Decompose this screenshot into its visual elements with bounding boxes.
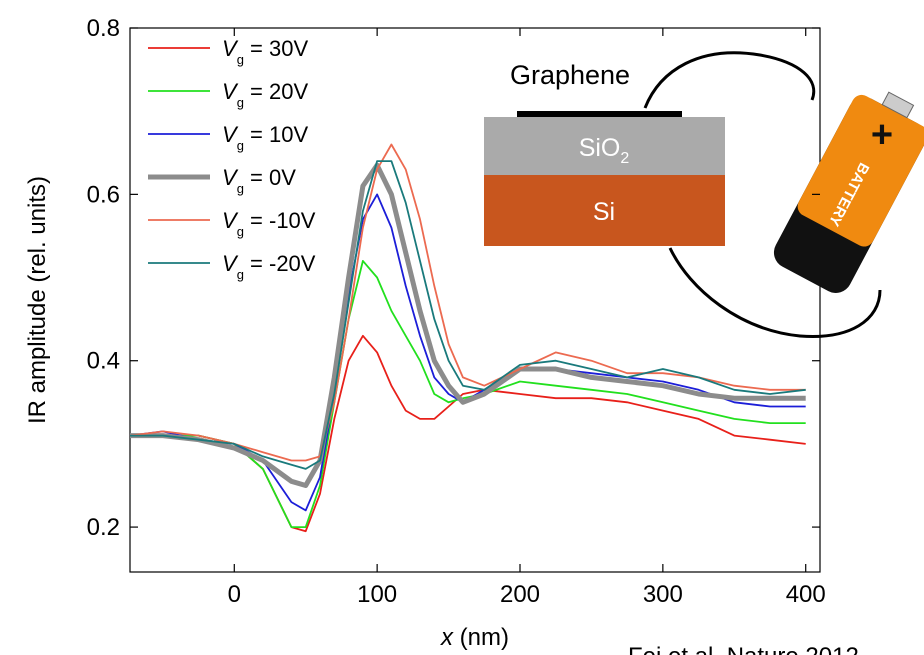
legend-label: Vg = 30V [222, 36, 308, 67]
y-tick-label: 0.4 [87, 348, 120, 375]
x-tick-label: 400 [786, 581, 826, 608]
y-tick-label: 0.2 [87, 514, 120, 541]
series-line [130, 162, 806, 488]
plot-frame [129, 27, 821, 573]
graphene-layer [517, 111, 682, 117]
x-tick-label: 300 [643, 581, 683, 608]
series-line [130, 260, 806, 528]
legend-label: Vg = 20V [222, 79, 308, 110]
substrate-layer [484, 175, 725, 246]
substrate-label: Si [593, 198, 615, 226]
y-tick-label: 0.6 [87, 181, 120, 208]
battery-cap [797, 94, 924, 247]
battery: + BATTERY [773, 91, 924, 293]
legend-label: Vg = 0V [222, 165, 296, 196]
oxide-label: SiO2 [579, 134, 630, 167]
battery-sign: + [871, 114, 893, 156]
legend-label: Vg = -10V [222, 208, 316, 239]
wire [643, 51, 816, 109]
y-tick-label: 0.8 [87, 15, 120, 42]
credit: Fei et al. Nature 2012 [628, 643, 859, 655]
battery-terminal [881, 91, 915, 119]
x-tick-label: 100 [357, 581, 397, 608]
graphene-label: Graphene [510, 60, 630, 90]
series-line [129, 193, 806, 512]
series-line [130, 160, 806, 470]
legend-label: Vg = 10V [222, 122, 308, 153]
x-axis-label: x (nm) [440, 624, 509, 651]
series-line [130, 334, 806, 533]
x-tick-label: 200 [500, 581, 540, 608]
inset: + BATTERY Graphene SiO2 Si [484, 51, 924, 339]
x-tick-label: 0 [228, 581, 241, 608]
oxide-layer [484, 117, 725, 175]
wire [668, 247, 882, 339]
y-axis-label: IR amplitude (rel. units) [24, 176, 51, 424]
legend-label: Vg = -20V [222, 251, 316, 282]
